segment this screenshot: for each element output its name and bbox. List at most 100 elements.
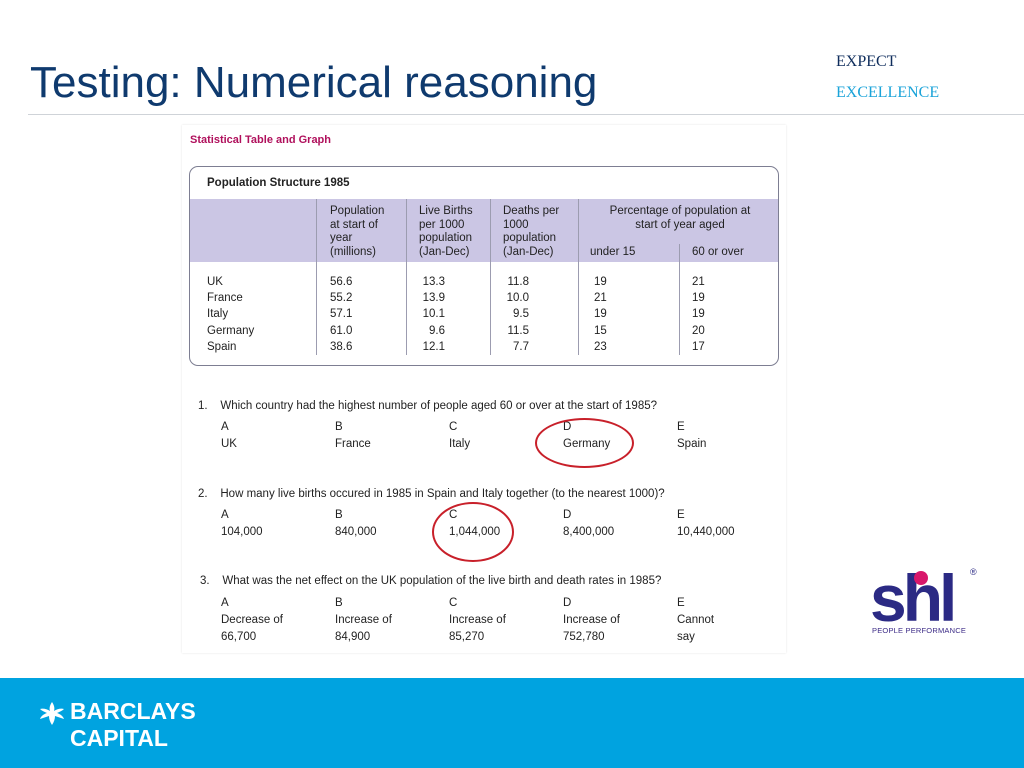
- column-divider: [490, 199, 491, 355]
- shl-registered-mark: ®: [970, 567, 977, 577]
- table-cell: 11.5: [507, 324, 529, 337]
- question-number: 1.: [198, 400, 208, 412]
- table-cell: 9.5: [513, 308, 529, 321]
- option-letter: E: [677, 421, 685, 433]
- q2-option-d[interactable]: D 8,400,000: [563, 507, 614, 541]
- table-cell: 19: [594, 276, 607, 288]
- option-text: UK: [221, 438, 237, 450]
- table-cell: Italy: [207, 308, 229, 321]
- table-cell: 20: [692, 324, 705, 337]
- table-cell: 57.1: [330, 308, 353, 321]
- option-letter: E: [677, 597, 685, 609]
- option-letter: E: [677, 509, 685, 521]
- column-divider: [406, 199, 407, 355]
- option-text-line: Decrease of: [221, 614, 284, 626]
- header-line: start of year aged: [635, 218, 725, 231]
- table-cell: 61.0: [330, 324, 353, 337]
- table-cell: 11.8: [507, 276, 529, 288]
- header-line: 1000: [503, 218, 529, 231]
- population-column: 56.6 55.2 57.1 61.0 38.6: [330, 274, 352, 355]
- table-cell: 15: [594, 324, 607, 337]
- table-cell: 56.6: [330, 276, 353, 288]
- option-text: 840,000: [335, 526, 377, 538]
- q1-answer-circle: [535, 418, 634, 468]
- table-cell: 19: [692, 308, 705, 321]
- barclays-wordmark: BARCLAYS: [70, 698, 196, 724]
- q2-option-b[interactable]: B 840,000: [335, 507, 377, 541]
- option-text-line: 752,780: [563, 631, 605, 643]
- q3-option-e[interactable]: E Cannot say: [677, 595, 714, 646]
- question-1: 1. Which country had the highest number …: [198, 400, 657, 412]
- deaths-column: 11.8 10.0 9.5 11.5 7.7: [503, 274, 529, 355]
- question-text: What was the net effect on the UK popula…: [222, 575, 662, 587]
- population-table: Population Structure 1985 Population at …: [189, 166, 779, 366]
- question-text: How many live births occured in 1985 in …: [220, 488, 665, 500]
- header-deaths: Deaths per 1000 population (Jan-Dec): [503, 205, 559, 260]
- option-letter: D: [563, 597, 572, 609]
- header-line: Live Births: [419, 205, 473, 217]
- shl-tagline: PEOPLE PERFORMANCE: [872, 626, 967, 635]
- header-line: population: [419, 232, 473, 245]
- q3-option-b[interactable]: B Increase of 84,900: [335, 595, 392, 646]
- header-line: Population: [330, 205, 385, 217]
- table-cell: 17: [692, 340, 705, 353]
- header-line: at start of: [330, 218, 378, 231]
- option-letter: C: [449, 597, 458, 609]
- shl-wordmark: shl: [870, 563, 953, 635]
- question-text: Which country had the highest number of …: [220, 400, 658, 412]
- shl-logo: shl ®: [870, 563, 977, 635]
- table-cell: Germany: [207, 324, 255, 337]
- option-text-line: 66,700: [221, 631, 257, 643]
- over60-column: 21 19 19 20 17: [692, 274, 705, 355]
- header-60-or-over: 60 or over: [692, 246, 744, 258]
- option-text-line: Increase of: [563, 614, 620, 626]
- q1-option-b[interactable]: B France: [335, 419, 371, 453]
- q1-option-c[interactable]: C Italy: [449, 419, 470, 453]
- header-line: Deaths per: [503, 205, 560, 217]
- question-number: 3.: [200, 575, 210, 587]
- q1-option-a[interactable]: A UK: [221, 419, 237, 453]
- table-cell: 9.6: [429, 324, 445, 337]
- option-text-line: Increase of: [449, 614, 506, 626]
- header-line: (Jan-Dec): [419, 246, 470, 259]
- option-text-line: Increase of: [335, 614, 392, 626]
- q2-option-a[interactable]: A 104,000: [221, 507, 263, 541]
- question-3: 3. What was the net effect on the UK pop…: [200, 575, 661, 587]
- table-header-band: [190, 199, 778, 262]
- header-line: year: [330, 232, 353, 245]
- sheet-heading: Statistical Table and Graph: [190, 134, 331, 146]
- q3-option-a[interactable]: A Decrease of 66,700: [221, 595, 283, 646]
- table-cell: UK: [207, 276, 223, 288]
- q3-option-c[interactable]: C Increase of 85,270: [449, 595, 506, 646]
- option-letter: B: [335, 509, 343, 521]
- header-line: population: [503, 232, 557, 245]
- q1-option-e[interactable]: E Spain: [677, 419, 706, 453]
- option-text: France: [335, 438, 371, 450]
- option-text: 104,000: [221, 526, 263, 538]
- header-line: per 1000: [419, 218, 465, 231]
- column-divider: [316, 199, 317, 355]
- table-cell: 21: [594, 292, 607, 305]
- option-letter: A: [221, 509, 229, 521]
- country-column: UK France Italy Germany Spain: [207, 274, 254, 355]
- q3-option-d[interactable]: D Increase of 752,780: [563, 595, 620, 646]
- table-cell: France: [207, 292, 243, 305]
- table-cell: 12.1: [422, 340, 445, 353]
- page-title: Testing: Numerical reasoning: [30, 58, 598, 107]
- footer-band: [0, 678, 1024, 768]
- table-cell: 38.6: [330, 340, 353, 353]
- column-divider: [679, 244, 680, 355]
- q2-option-e[interactable]: E 10,440,000: [677, 507, 735, 541]
- option-text: Spain: [677, 438, 707, 450]
- table-cell: 10.0: [506, 292, 529, 305]
- table-cell: 21: [692, 276, 705, 288]
- barclays-capital-logo: BARCLAYS CAPITAL: [38, 698, 196, 752]
- option-text: 10,440,000: [677, 526, 735, 538]
- header-line: (Jan-Dec): [503, 246, 554, 259]
- table-cell: 10.1: [422, 308, 445, 321]
- tagline-excellence: EXCELLENCE: [836, 84, 940, 101]
- under15-column: 19 21 19 15 23: [594, 274, 607, 355]
- question-number: 2.: [198, 488, 208, 500]
- option-text-line: say: [677, 631, 695, 643]
- shl-dot: [914, 571, 928, 585]
